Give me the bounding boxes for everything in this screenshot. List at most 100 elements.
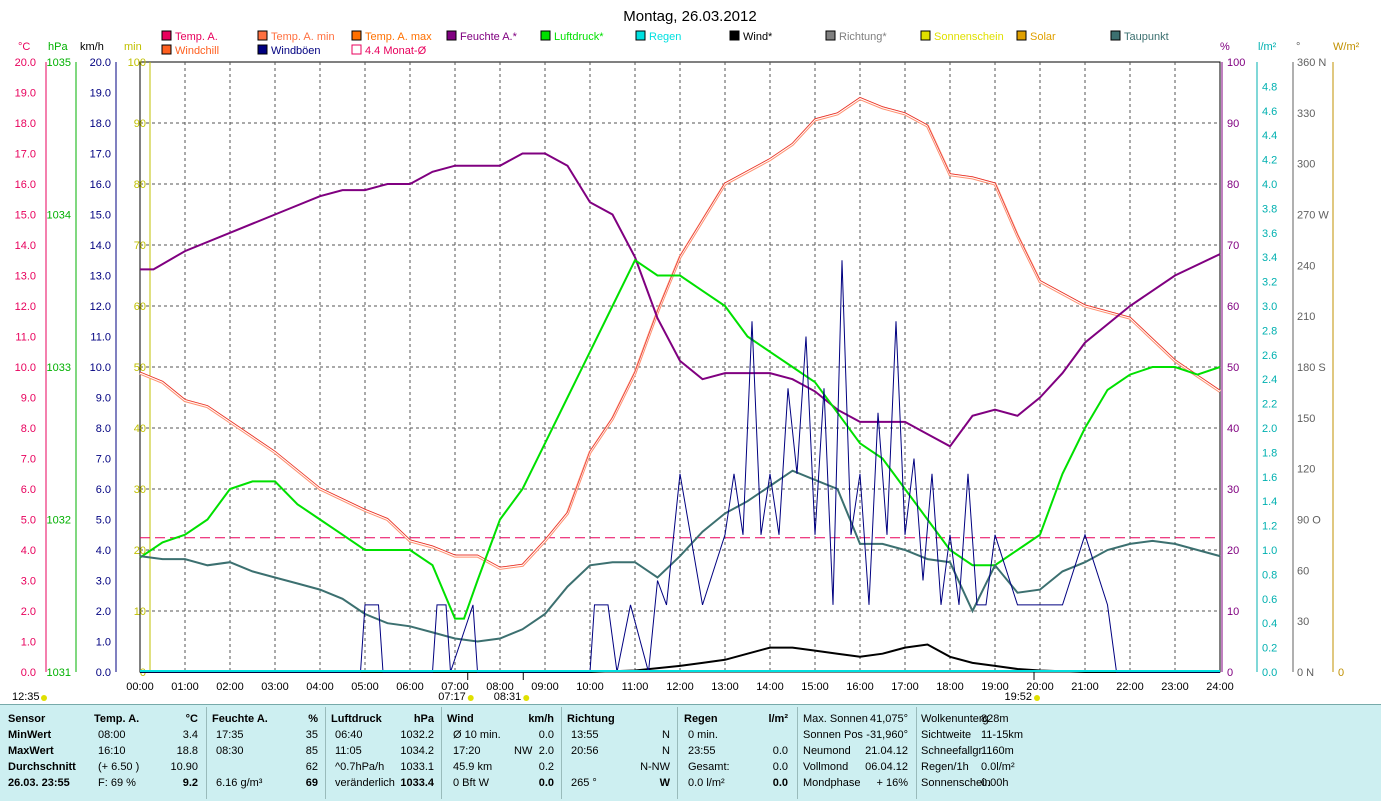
kmh-tick: 15.0 bbox=[90, 210, 111, 222]
rain-row-time: 0.0 l/m² bbox=[688, 777, 725, 789]
deg-tick: 360 N bbox=[1297, 57, 1326, 69]
min-tick: 60 bbox=[134, 301, 146, 313]
kmh-tick: 13.0 bbox=[90, 271, 111, 283]
wind-row-value: 0.0 bbox=[538, 777, 554, 789]
rain-row-time: 0 min. bbox=[688, 729, 718, 741]
hpa-tick: 1033 bbox=[47, 362, 71, 374]
celsius-tick: 20.0 bbox=[15, 57, 36, 69]
rain-header: Regen bbox=[684, 713, 718, 725]
axis-unit-label: l/m² bbox=[1258, 41, 1277, 53]
lm2-tick: 0.2 bbox=[1262, 643, 1277, 655]
legend-label: Sonnenschein bbox=[934, 31, 1004, 43]
summary-divider bbox=[677, 707, 678, 799]
sunrise-time: 07:17 bbox=[438, 691, 466, 703]
kmh-tick: 7.0 bbox=[96, 454, 111, 466]
deg-tick: 300 bbox=[1297, 159, 1315, 171]
kmh-tick: 2.0 bbox=[96, 606, 111, 618]
time-tick: 03:00 bbox=[261, 681, 289, 693]
temp-row-time: 16:10 bbox=[98, 745, 126, 757]
time-tick: 20:00 bbox=[1026, 681, 1054, 693]
lm2-tick: 1.2 bbox=[1262, 521, 1277, 533]
weather-info-value: 0.0l/m² bbox=[981, 761, 1015, 773]
legend-swatch bbox=[161, 44, 172, 55]
kmh-tick: 4.0 bbox=[96, 545, 111, 557]
series-feuchte-a bbox=[140, 152, 1221, 448]
culmination-icon bbox=[523, 695, 530, 701]
axis-unit-label: W/m² bbox=[1333, 41, 1360, 53]
wm2-tick: 0 bbox=[1338, 667, 1344, 679]
legend-label: Temp. A. bbox=[175, 31, 218, 43]
axis-unit-label: ° bbox=[1296, 41, 1300, 53]
wind-row-time: 0 Bft W bbox=[453, 777, 490, 789]
celsius-tick: 16.0 bbox=[15, 179, 36, 191]
celsius-tick: 11.0 bbox=[15, 332, 36, 344]
weather-info-value: 11-15km bbox=[981, 729, 1023, 741]
legend-label: Wind* bbox=[743, 31, 773, 43]
legend-label: Solar bbox=[1030, 31, 1056, 43]
lm2-tick: 0.6 bbox=[1262, 594, 1277, 606]
legend-swatch bbox=[351, 30, 362, 41]
lm2-tick: 2.0 bbox=[1262, 423, 1277, 435]
humidity-row-value: 85 bbox=[305, 745, 318, 757]
pressure-row-value: 1033.1 bbox=[400, 761, 434, 773]
min-tick: 10 bbox=[134, 606, 146, 618]
deg-tick: 120 bbox=[1297, 464, 1315, 476]
humidity-row-time: 6.16 g/m³ bbox=[216, 777, 263, 789]
wind-row-time: 17:20 bbox=[453, 745, 481, 757]
time-marks: 12:35 07:17 08:31 19:52 bbox=[12, 672, 1041, 703]
sunset-icon bbox=[1034, 695, 1041, 701]
astro-label: Vollmond bbox=[803, 761, 849, 773]
humidity-row-value: 35 bbox=[305, 729, 318, 741]
kmh-tick: 18.0 bbox=[90, 118, 111, 130]
celsius-tick: 4.0 bbox=[21, 545, 36, 557]
min-tick: 30 bbox=[134, 484, 146, 496]
lm2-tick: 4.8 bbox=[1262, 81, 1277, 93]
min-tick: 20 bbox=[134, 545, 146, 557]
sunrise-icon bbox=[467, 695, 474, 701]
kmh-tick: 9.0 bbox=[96, 393, 111, 405]
sensor-row-label: MaxWert bbox=[8, 745, 54, 757]
legend: Temp. A. Temp. A. min Temp. A. max Feuchte … bbox=[161, 30, 1169, 57]
time-tick: 08:00 bbox=[486, 681, 514, 693]
time-tick: 19:00 bbox=[981, 681, 1009, 693]
time-tick: 07:00 bbox=[441, 681, 469, 693]
lm2-tick: 0.4 bbox=[1262, 618, 1277, 630]
sensor-row-label: 26.03. 23:55 bbox=[8, 777, 70, 789]
temp-row-time: F: 69 % bbox=[98, 777, 136, 789]
deg-tick: 210 bbox=[1297, 311, 1315, 323]
celsius-tick: 9.0 bbox=[21, 393, 36, 405]
temp-row-time: (+ 6.50 ) bbox=[98, 761, 140, 773]
min-tick: 50 bbox=[134, 362, 146, 374]
kmh-tick: 6.0 bbox=[96, 484, 111, 496]
min-tick: 100 bbox=[128, 57, 146, 69]
pressure-unit: hPa bbox=[413, 713, 434, 725]
astro-label: Mondphase bbox=[803, 777, 861, 789]
lm2-tick: 3.0 bbox=[1262, 301, 1277, 313]
humidity-header: Feuchte A. bbox=[212, 713, 268, 725]
humidity-row-value: 62 bbox=[305, 761, 318, 773]
percent-tick: 60 bbox=[1227, 301, 1239, 313]
legend-swatch bbox=[161, 30, 172, 41]
percent-tick: 10 bbox=[1227, 606, 1239, 618]
kmh-tick: 20.0 bbox=[90, 57, 111, 69]
time-tick: 23:00 bbox=[1161, 681, 1189, 693]
pressure-row-time: 11:05 bbox=[335, 745, 362, 757]
celsius-tick: 12.0 bbox=[15, 301, 36, 313]
time-tick: 11:00 bbox=[622, 681, 649, 693]
rain-row-time: 23:55 bbox=[688, 745, 716, 757]
axis-unit-label: hPa bbox=[48, 41, 68, 53]
kmh-tick: 3.0 bbox=[96, 576, 111, 588]
axis-unit-label: km/h bbox=[80, 41, 104, 53]
temp-row-value: 10.90 bbox=[170, 761, 198, 773]
percent-tick: 0 bbox=[1227, 667, 1233, 679]
time-tick: 17:00 bbox=[891, 681, 919, 693]
direction-row-value: N-NW bbox=[640, 761, 670, 773]
summary-divider bbox=[797, 707, 798, 799]
sunset-time: 19:52 bbox=[1004, 691, 1032, 703]
min-tick: 80 bbox=[134, 179, 146, 191]
percent-tick: 100 bbox=[1227, 57, 1245, 69]
kmh-tick: 11.0 bbox=[90, 332, 111, 344]
direction-row-value: N bbox=[662, 729, 670, 741]
direction-row-time: 13:55 bbox=[571, 729, 599, 741]
weather-info-label: Sichtweite bbox=[921, 729, 972, 741]
